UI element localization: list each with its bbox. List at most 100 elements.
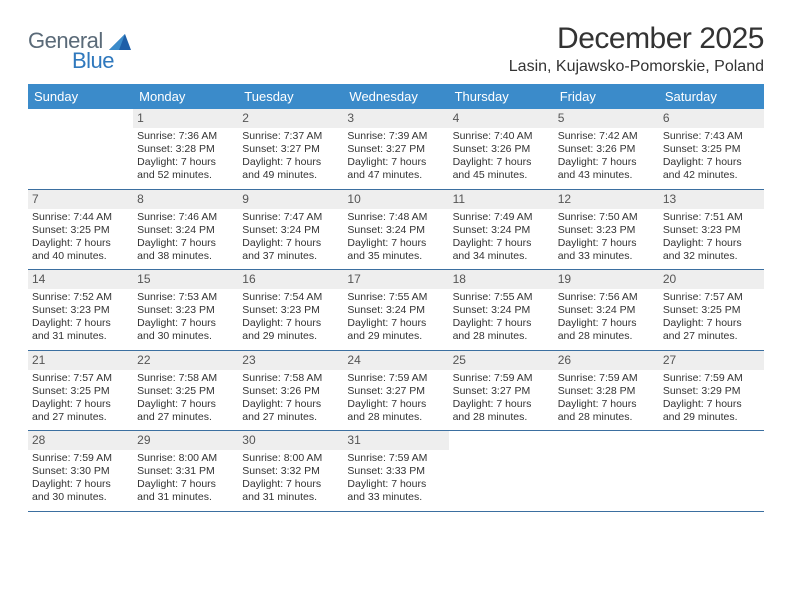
day-number: 10	[343, 190, 448, 209]
day-info-line: Daylight: 7 hours and 28 minutes.	[347, 398, 444, 424]
day-info-line: Daylight: 7 hours and 34 minutes.	[453, 237, 550, 263]
day-info-line: Sunrise: 7:50 AM	[558, 211, 655, 224]
day-number: 28	[28, 431, 133, 450]
logo-textblock: General Blue	[28, 28, 131, 74]
day-header: Tuesday	[238, 84, 343, 109]
day-info-line: Sunrise: 7:47 AM	[242, 211, 339, 224]
day-info-line: Sunrise: 7:55 AM	[347, 291, 444, 304]
location-text: Lasin, Kujawsko-Pomorskie, Poland	[131, 58, 764, 76]
day-info-line: Sunset: 3:23 PM	[663, 224, 760, 237]
day-info-line: Sunset: 3:24 PM	[558, 304, 655, 317]
day-cell: 20Sunrise: 7:57 AMSunset: 3:25 PMDayligh…	[659, 270, 764, 350]
day-number: 12	[554, 190, 659, 209]
week-row: 7Sunrise: 7:44 AMSunset: 3:25 PMDaylight…	[28, 190, 764, 271]
day-number: 2	[238, 109, 343, 128]
day-cell: 17Sunrise: 7:55 AMSunset: 3:24 PMDayligh…	[343, 270, 448, 350]
day-number: 18	[449, 270, 554, 289]
day-info-line: Sunrise: 7:56 AM	[558, 291, 655, 304]
day-number: 21	[28, 351, 133, 370]
day-info-line: Sunrise: 7:59 AM	[347, 372, 444, 385]
day-number: 23	[238, 351, 343, 370]
day-info-line: Sunset: 3:23 PM	[137, 304, 234, 317]
day-cell: 15Sunrise: 7:53 AMSunset: 3:23 PMDayligh…	[133, 270, 238, 350]
day-header-row: SundayMondayTuesdayWednesdayThursdayFrid…	[28, 84, 764, 109]
day-cell: 2Sunrise: 7:37 AMSunset: 3:27 PMDaylight…	[238, 109, 343, 189]
day-cell: 22Sunrise: 7:58 AMSunset: 3:25 PMDayligh…	[133, 351, 238, 431]
day-cell	[449, 431, 554, 511]
day-info-line: Daylight: 7 hours and 28 minutes.	[453, 398, 550, 424]
title-block: December 2025 Lasin, Kujawsko-Pomorskie,…	[131, 22, 764, 76]
day-info-line: Sunset: 3:24 PM	[242, 224, 339, 237]
day-number: 4	[449, 109, 554, 128]
day-header: Monday	[133, 84, 238, 109]
day-number: 22	[133, 351, 238, 370]
day-info-line: Daylight: 7 hours and 33 minutes.	[347, 478, 444, 504]
day-cell: 12Sunrise: 7:50 AMSunset: 3:23 PMDayligh…	[554, 190, 659, 270]
day-number: 17	[343, 270, 448, 289]
day-info-line: Daylight: 7 hours and 27 minutes.	[242, 398, 339, 424]
day-info-line: Daylight: 7 hours and 28 minutes.	[558, 317, 655, 343]
day-info-line: Sunrise: 7:59 AM	[663, 372, 760, 385]
week-row: 1Sunrise: 7:36 AMSunset: 3:28 PMDaylight…	[28, 109, 764, 190]
day-info-line: Sunset: 3:23 PM	[242, 304, 339, 317]
day-info-line: Sunrise: 7:54 AM	[242, 291, 339, 304]
day-info-line: Sunrise: 7:51 AM	[663, 211, 760, 224]
day-info-line: Sunrise: 7:58 AM	[137, 372, 234, 385]
day-cell: 31Sunrise: 7:59 AMSunset: 3:33 PMDayligh…	[343, 431, 448, 511]
day-number: 25	[449, 351, 554, 370]
day-info-line: Sunrise: 7:44 AM	[32, 211, 129, 224]
day-cell: 25Sunrise: 7:59 AMSunset: 3:27 PMDayligh…	[449, 351, 554, 431]
day-info-line: Daylight: 7 hours and 27 minutes.	[32, 398, 129, 424]
day-info-line: Daylight: 7 hours and 27 minutes.	[663, 317, 760, 343]
day-info-line: Daylight: 7 hours and 30 minutes.	[137, 317, 234, 343]
day-cell: 7Sunrise: 7:44 AMSunset: 3:25 PMDaylight…	[28, 190, 133, 270]
day-number: 11	[449, 190, 554, 209]
day-number: 5	[554, 109, 659, 128]
week-row: 14Sunrise: 7:52 AMSunset: 3:23 PMDayligh…	[28, 270, 764, 351]
day-number: 27	[659, 351, 764, 370]
day-cell: 1Sunrise: 7:36 AMSunset: 3:28 PMDaylight…	[133, 109, 238, 189]
day-info-line: Sunset: 3:25 PM	[137, 385, 234, 398]
day-info-line: Sunset: 3:26 PM	[453, 143, 550, 156]
day-info-line: Sunset: 3:28 PM	[137, 143, 234, 156]
day-cell: 16Sunrise: 7:54 AMSunset: 3:23 PMDayligh…	[238, 270, 343, 350]
day-info-line: Daylight: 7 hours and 31 minutes.	[242, 478, 339, 504]
day-cell	[554, 431, 659, 511]
day-info-line: Daylight: 7 hours and 42 minutes.	[663, 156, 760, 182]
day-header: Saturday	[659, 84, 764, 109]
day-info-line: Daylight: 7 hours and 40 minutes.	[32, 237, 129, 263]
month-title: December 2025	[131, 22, 764, 56]
day-info-line: Sunrise: 7:37 AM	[242, 130, 339, 143]
day-header: Friday	[554, 84, 659, 109]
day-info-line: Sunrise: 7:48 AM	[347, 211, 444, 224]
day-info-line: Sunrise: 7:43 AM	[663, 130, 760, 143]
day-cell: 8Sunrise: 7:46 AMSunset: 3:24 PMDaylight…	[133, 190, 238, 270]
day-cell: 27Sunrise: 7:59 AMSunset: 3:29 PMDayligh…	[659, 351, 764, 431]
day-info-line: Sunset: 3:24 PM	[137, 224, 234, 237]
day-info-line: Sunset: 3:25 PM	[32, 224, 129, 237]
day-number: 1	[133, 109, 238, 128]
day-info-line: Sunset: 3:26 PM	[242, 385, 339, 398]
day-info-line: Sunrise: 7:57 AM	[663, 291, 760, 304]
day-info-line: Daylight: 7 hours and 29 minutes.	[347, 317, 444, 343]
day-info-line: Sunrise: 7:55 AM	[453, 291, 550, 304]
day-header: Wednesday	[343, 84, 448, 109]
day-info-line: Sunset: 3:24 PM	[453, 224, 550, 237]
day-info-line: Sunset: 3:27 PM	[347, 385, 444, 398]
day-info-line: Sunset: 3:23 PM	[32, 304, 129, 317]
day-info-line: Daylight: 7 hours and 28 minutes.	[558, 398, 655, 424]
day-info-line: Sunset: 3:25 PM	[663, 143, 760, 156]
day-number: 16	[238, 270, 343, 289]
day-cell: 19Sunrise: 7:56 AMSunset: 3:24 PMDayligh…	[554, 270, 659, 350]
logo: General Blue	[28, 28, 131, 74]
day-info-line: Sunrise: 7:39 AM	[347, 130, 444, 143]
day-cell: 10Sunrise: 7:48 AMSunset: 3:24 PMDayligh…	[343, 190, 448, 270]
day-number: 26	[554, 351, 659, 370]
day-info-line: Sunset: 3:26 PM	[558, 143, 655, 156]
day-info-line: Sunset: 3:30 PM	[32, 465, 129, 478]
day-info-line: Daylight: 7 hours and 33 minutes.	[558, 237, 655, 263]
day-info-line: Daylight: 7 hours and 30 minutes.	[32, 478, 129, 504]
day-cell: 30Sunrise: 8:00 AMSunset: 3:32 PMDayligh…	[238, 431, 343, 511]
day-info-line: Sunset: 3:27 PM	[453, 385, 550, 398]
day-info-line: Sunrise: 7:42 AM	[558, 130, 655, 143]
